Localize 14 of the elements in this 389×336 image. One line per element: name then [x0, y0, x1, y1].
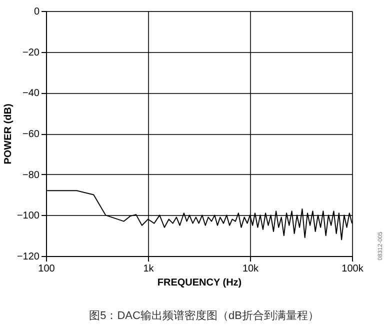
x-tick-label: 100: [38, 264, 56, 274]
x-tick-label: 10k: [242, 264, 260, 274]
y-tick-label: −60: [22, 129, 40, 140]
y-tick-label: −80: [22, 170, 40, 181]
y-tick-label: −40: [22, 88, 40, 100]
y-tick-label: −100: [16, 210, 40, 222]
y-tick-label: 0: [34, 6, 40, 18]
y-tick-label: −120: [16, 252, 40, 262]
caption: 图5：DAC输出频谱密度图（dB折合到满量程）: [89, 309, 319, 322]
x-tick-label: 100k: [342, 264, 364, 274]
y-axis-title: POWER (dB): [2, 104, 14, 164]
x-tick-label: 1k: [143, 264, 155, 274]
x-axis-title: FREQUENCY (Hz): [157, 278, 242, 288]
y-tick-label: −20: [22, 47, 40, 58]
